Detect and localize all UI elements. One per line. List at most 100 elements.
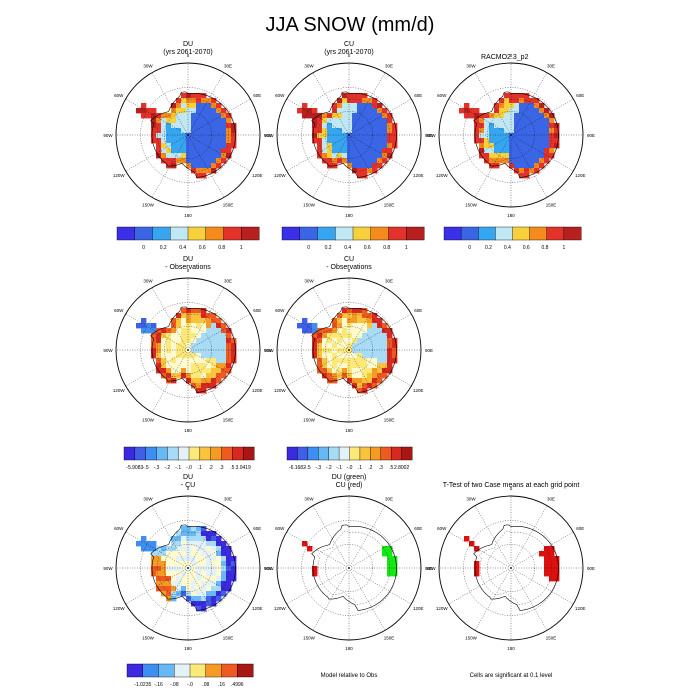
grid-cell bbox=[221, 143, 227, 149]
longitude-label: 60E bbox=[253, 93, 261, 98]
meridian-line bbox=[448, 134, 512, 172]
grid-cell bbox=[357, 138, 363, 144]
grid-cell bbox=[151, 123, 157, 129]
grid-cell bbox=[392, 561, 398, 567]
grid-cell bbox=[201, 133, 207, 139]
grid-cell bbox=[372, 163, 378, 169]
grid-cell bbox=[377, 138, 383, 144]
grid-cell bbox=[464, 108, 470, 114]
grid-cell bbox=[221, 343, 227, 349]
grid-cell bbox=[352, 153, 358, 159]
grid-cell bbox=[191, 168, 197, 174]
grid-cell bbox=[367, 108, 373, 114]
grid-cell bbox=[201, 343, 207, 349]
grid-cell bbox=[191, 526, 197, 532]
grid-cell bbox=[226, 143, 232, 149]
grid-cell bbox=[196, 596, 202, 602]
grid-cell bbox=[362, 158, 368, 164]
grid-cell bbox=[196, 338, 202, 344]
grid-cell bbox=[156, 328, 162, 334]
grid-cell bbox=[211, 153, 217, 159]
grid-cell bbox=[166, 363, 172, 369]
grid-cell bbox=[327, 358, 333, 364]
grid-cell bbox=[206, 148, 212, 154]
grid-cell bbox=[181, 353, 187, 359]
grid-cell bbox=[549, 571, 555, 577]
longitude-label: 150W bbox=[303, 202, 316, 207]
grid-cell bbox=[387, 368, 393, 374]
meridian-line bbox=[348, 567, 386, 631]
grid-cell bbox=[479, 123, 485, 129]
colorbar-tick-label: 0.8 bbox=[383, 245, 390, 251]
grid-cell bbox=[479, 113, 485, 119]
grid-cell bbox=[347, 363, 353, 369]
grid-cell bbox=[171, 546, 177, 552]
meridian-line bbox=[448, 98, 512, 136]
grid-cell bbox=[342, 323, 348, 329]
longitude-label: 90E bbox=[425, 348, 433, 353]
grid-cell bbox=[519, 168, 525, 174]
grid-cell bbox=[206, 143, 212, 149]
colorbar-box bbox=[388, 226, 407, 241]
grid-cell bbox=[176, 108, 182, 114]
grid-cell bbox=[372, 118, 378, 124]
grid-cell bbox=[176, 581, 182, 587]
grid-cell bbox=[151, 338, 157, 344]
grid-cell bbox=[201, 383, 207, 389]
colorbar-tick-label: .3 bbox=[379, 465, 383, 471]
map-border bbox=[438, 495, 584, 641]
grid-cell bbox=[156, 348, 162, 354]
colorbar-tick-label: -.0 bbox=[186, 465, 192, 471]
colorbar-tick-label: .16 bbox=[218, 682, 225, 688]
grid-cell bbox=[206, 98, 212, 104]
grounding-line bbox=[479, 97, 552, 172]
grid-cell bbox=[141, 103, 147, 109]
grid-cell bbox=[352, 103, 358, 109]
grid-cell bbox=[196, 133, 202, 139]
grid-cell bbox=[519, 143, 525, 149]
grid-cell bbox=[201, 173, 207, 179]
grid-cell bbox=[201, 606, 207, 612]
grid-cell bbox=[347, 163, 353, 169]
grid-cell bbox=[302, 113, 308, 119]
grid-cell bbox=[216, 566, 222, 572]
panel-title: DU (green) bbox=[331, 474, 367, 481]
colorbar-box bbox=[167, 446, 179, 461]
grid-cell bbox=[357, 108, 363, 114]
longitude-label: 150E bbox=[384, 635, 395, 640]
grid-cell bbox=[297, 323, 303, 329]
grid-cell bbox=[484, 143, 490, 149]
grid-cell bbox=[362, 353, 368, 359]
grid-cell bbox=[176, 576, 182, 582]
grid-cell bbox=[206, 546, 212, 552]
grid-cell bbox=[362, 133, 368, 139]
grid-cell bbox=[357, 123, 363, 129]
grid-cell bbox=[544, 551, 550, 557]
grid-cell bbox=[176, 571, 182, 577]
grid-cell bbox=[196, 546, 202, 552]
grid-cell bbox=[166, 333, 172, 339]
grid-cell bbox=[367, 153, 373, 159]
grid-cell bbox=[201, 118, 207, 124]
grid-cell bbox=[181, 363, 187, 369]
grid-cell bbox=[186, 128, 192, 134]
grid-cell bbox=[186, 561, 192, 567]
colorbar-tick-label: -1.0235 bbox=[134, 682, 151, 688]
colorbar-box bbox=[406, 226, 425, 241]
colorbar-tick-label: -.5 bbox=[305, 465, 311, 471]
grid-cell bbox=[387, 556, 393, 562]
meridian-line bbox=[187, 134, 251, 172]
grid-cell bbox=[484, 118, 490, 124]
colorbar-box bbox=[370, 446, 382, 461]
grid-cell bbox=[211, 581, 217, 587]
grid-cell bbox=[337, 338, 343, 344]
grid-cell bbox=[312, 333, 318, 339]
grid-cell bbox=[327, 128, 333, 134]
grid-cell bbox=[171, 113, 177, 119]
grid-cell bbox=[372, 108, 378, 114]
grid-cell bbox=[549, 153, 555, 159]
graticule bbox=[439, 63, 583, 207]
colorbar-tick-label: .1 bbox=[358, 465, 362, 471]
grid-cell bbox=[201, 148, 207, 154]
